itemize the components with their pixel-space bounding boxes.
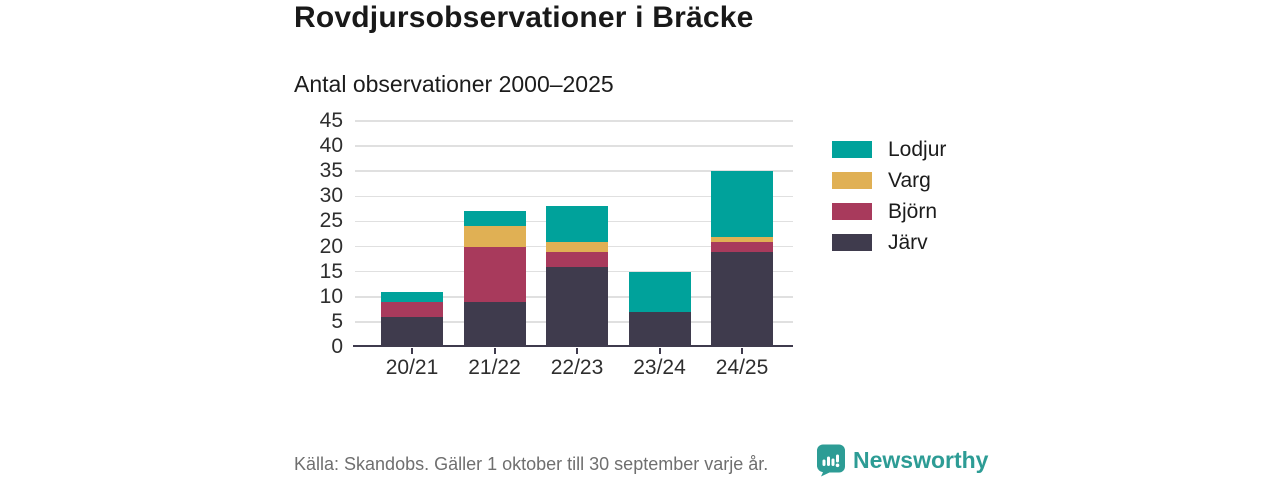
legend-item-bjorn: Björn: [832, 200, 946, 223]
x-tick-label: 24/25: [715, 356, 769, 379]
x-tick-label: 23/24: [633, 356, 686, 379]
y-axis-labels: 0 5 10 15 20 25 30 35 40 45: [280, 109, 343, 358]
y-tick-label: 35: [319, 159, 343, 183]
y-tick-label: 45: [319, 109, 343, 132]
bar-: [628, 121, 691, 347]
bar-segment-jarv: [628, 311, 691, 347]
bar-segment-varg: [463, 226, 526, 247]
bar-segment-jarv: [546, 266, 608, 347]
plot-area: [355, 120, 793, 347]
x-tick: [741, 348, 743, 354]
x-tick: [576, 348, 578, 354]
y-tick-label: 0: [331, 335, 343, 358]
source-note: Källa: Skandobs. Gäller 1 oktober till 3…: [294, 454, 769, 474]
x-tick: [411, 348, 413, 354]
y-tick-label: 40: [319, 134, 343, 158]
legend-swatch-jarv: [832, 234, 872, 251]
newsworthy-logo-icon: [816, 444, 846, 477]
bar-segment-jarv: [711, 251, 773, 347]
x-tick-label: 21/22: [468, 356, 521, 379]
legend-swatch-lodjur: [832, 141, 872, 158]
bar-segment-bjorn: [463, 246, 526, 302]
bar-segment-lodjur: [546, 206, 608, 242]
legend-item-varg: Varg: [832, 169, 946, 192]
legend-swatch-bjorn: [832, 203, 872, 220]
gridline-y-30: [355, 195, 793, 198]
brand-logo: Newsworthy: [816, 444, 988, 477]
legend-item-lodjur: Lodjur: [832, 138, 946, 161]
bar-segment-bjorn: [711, 241, 773, 252]
bar-segment-jarv: [463, 301, 526, 347]
bar-: [546, 121, 608, 347]
y-tick-label: 20: [319, 234, 343, 258]
chart-legend: Lodjur Varg Björn Järv: [832, 138, 946, 265]
legend-label: Järv: [888, 230, 928, 254]
bar-segment-lodjur: [628, 271, 691, 312]
x-tick-label: 22/23: [550, 356, 604, 379]
chart-title: Rovdjursobservationer i Bräcke: [294, 1, 754, 34]
y-tick-label: 30: [319, 184, 343, 208]
x-tick-label: 20/21: [385, 356, 439, 379]
x-tick: [493, 348, 496, 354]
bar-segment-varg: [711, 236, 773, 242]
y-tick-label: 15: [319, 259, 343, 283]
legend-label: Björn: [888, 199, 938, 223]
bar-: [381, 121, 443, 347]
legend-swatch-varg: [832, 172, 872, 189]
bar-: [711, 121, 773, 347]
y-tick-label: 5: [331, 309, 343, 333]
bar-segment-bjorn: [381, 301, 443, 317]
legend-label: Lodjur: [888, 137, 947, 161]
bar-segment-varg: [546, 241, 608, 252]
y-tick-label: 25: [319, 209, 343, 233]
legend-label: Varg: [888, 168, 931, 192]
legend-item-jarv: Järv: [832, 231, 946, 254]
chart-subtitle: Antal observationer 2000–2025: [294, 71, 614, 97]
gridline-y-40: [355, 145, 793, 147]
x-axis-labels: 20/21 21/22 22/23 23/24 24/25: [355, 347, 793, 392]
bar-segment-jarv: [381, 316, 443, 347]
bar-segment-lodjur: [381, 291, 443, 302]
bar-: [463, 121, 526, 347]
gridline-y-35: [355, 170, 793, 172]
brand-wordmark: Newsworthy: [853, 447, 989, 473]
bar-segment-lodjur: [711, 171, 773, 237]
bar-segment-lodjur: [463, 211, 526, 227]
gridline-y-45: [355, 120, 793, 122]
x-axis-line: [353, 345, 793, 347]
bar-segment-bjorn: [546, 251, 608, 267]
y-tick-label: 10: [319, 284, 343, 308]
x-tick: [658, 348, 661, 354]
